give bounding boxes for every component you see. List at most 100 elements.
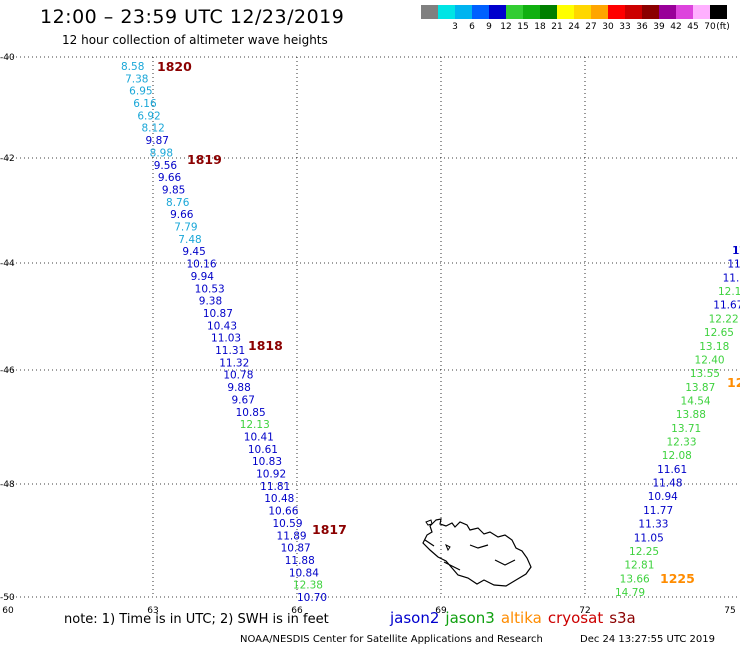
- wave-height-reading: 10.85: [236, 407, 266, 419]
- wave-height-reading: 9.38: [199, 296, 222, 308]
- wave-height-reading: 13.18: [699, 341, 729, 353]
- wave-height-reading: 9.94: [191, 271, 215, 283]
- lat-tick-label: -42: [0, 154, 15, 164]
- lon-tick-label: 69: [435, 606, 447, 616]
- lon-tick-label: 63: [147, 606, 158, 616]
- scale-swatch: [625, 5, 642, 19]
- wave-height-reading: 11.03: [211, 333, 241, 345]
- wave-height-reading: 11.61: [657, 464, 687, 476]
- wave-height-reading: 9.66: [170, 209, 194, 221]
- scale-label: 24: [568, 22, 580, 32]
- wave-height-reading: 10.87: [203, 308, 233, 320]
- legend-jason2: jason2: [390, 609, 440, 627]
- legend-altika: altika: [500, 609, 542, 627]
- island-small-fragment: [425, 519, 451, 552]
- altimeter-tracks: 8.587.386.956.166.928.129.878.989.569.66…: [121, 59, 740, 604]
- wave-height-reading: 10.94: [648, 491, 678, 503]
- wave-height-reading: 10.78: [223, 370, 253, 382]
- wave-height-reading: 9.85: [162, 184, 185, 196]
- wave-height-reading: 14.79: [615, 587, 645, 599]
- wave-height-reading: 10.84: [289, 567, 319, 579]
- wave-height-reading: 10.48: [264, 493, 294, 505]
- wave-height-reading: 6.16: [133, 98, 157, 110]
- wave-height-reading: 12.33: [666, 437, 696, 449]
- kerguelen-island-outline: [422, 518, 532, 587]
- wave-height-reading: 14.54: [681, 395, 711, 407]
- lat-tick-label: -50: [0, 593, 15, 603]
- lat-tick-label: -46: [0, 366, 15, 376]
- scale-label: 36: [636, 22, 648, 32]
- scale-swatch: [574, 5, 591, 19]
- wave-height-reading: 11.77: [643, 505, 673, 517]
- scale-swatch: [557, 5, 574, 19]
- scale-label: 6: [469, 22, 475, 32]
- scale-swatch: [608, 5, 625, 19]
- pass-time-label: 1818: [248, 338, 283, 353]
- scale-label: 21: [551, 22, 563, 32]
- wave-height-reading: 11.: [723, 272, 740, 284]
- wave-height-reading: 12.13: [240, 419, 270, 431]
- scale-swatch: [642, 5, 659, 19]
- wave-height-reading: 11.48: [652, 478, 682, 490]
- wave-height-reading: 8.12: [141, 123, 164, 135]
- wave-height-reading: 12.25: [629, 546, 659, 558]
- scale-label: 15: [517, 22, 529, 32]
- lon-tick-label: 66: [291, 606, 303, 616]
- lat-tick-label: -40: [0, 53, 15, 63]
- wave-height-reading: 10.59: [272, 518, 302, 530]
- scale-swatch: [455, 5, 472, 19]
- wave-height-reading: 12.22: [709, 313, 739, 325]
- pass-time-label: 1820: [157, 59, 192, 74]
- scale-swatch: [659, 5, 676, 19]
- scale-label: 3: [452, 22, 458, 32]
- wave-height-reading: 8.58: [121, 61, 144, 73]
- wave-height-reading: 12.81: [624, 560, 654, 572]
- wave-height-reading: 11.88: [285, 555, 315, 567]
- scale-label: 30: [602, 22, 614, 32]
- wave-height-reading-partial: 1: [733, 245, 740, 257]
- scale-label: 18: [534, 22, 546, 32]
- wave-height-reading: 6.95: [129, 86, 152, 98]
- lon-tick-label: 60: [2, 606, 14, 616]
- scale-swatch: [540, 5, 557, 19]
- wave-height-reading: 11.81: [260, 481, 290, 493]
- generated-timestamp: Dec 24 13:27:55 UTC 2019: [580, 634, 715, 645]
- wave-height-reading: 11.67: [713, 300, 740, 312]
- map-tick-labels: -40 -42 -44 -46 -48 -50 60 63 66 69 72 75: [0, 53, 736, 616]
- scale-label: 12: [500, 22, 512, 32]
- pass-time-label: 1819: [187, 152, 222, 167]
- wave-height-reading: 12.40: [695, 354, 725, 366]
- wave-height-reading: 11.33: [638, 519, 668, 531]
- wave-height-reading: 12.38: [293, 580, 323, 592]
- wave-height-reading: 10.16: [186, 259, 216, 271]
- satellite-legend: jason2 jason3 altika cryosat s3a: [390, 609, 642, 627]
- scale-label: 27: [585, 22, 597, 32]
- scale-swatch: [489, 5, 506, 19]
- legend-s3a: s3a: [609, 609, 636, 627]
- wave-height-reading: 10.70: [297, 592, 327, 604]
- wave-height-reading: 7.79: [174, 222, 197, 234]
- scale-label: 45: [687, 22, 699, 32]
- wave-height-reading: 11: [732, 245, 740, 257]
- wave-height-reading: 11.31: [215, 345, 245, 357]
- wave-height-reading: 6.92: [137, 110, 160, 122]
- scale-swatch: [676, 5, 693, 19]
- lon-tick-label: 72: [579, 606, 590, 616]
- wave-height-reading: 7.38: [125, 73, 148, 85]
- wave-height-reading: 10.41: [244, 431, 274, 443]
- scale-swatch: [472, 5, 489, 19]
- scale-swatch: [710, 5, 727, 19]
- wave-height-reading: 13.71: [671, 423, 701, 435]
- wave-height-reading: 7.48: [178, 234, 201, 246]
- footer-note: note: 1) Time is in UTC; 2) SWH is in fe…: [64, 612, 329, 627]
- page-subtitle: 12 hour collection of altimeter wave hei…: [62, 33, 328, 47]
- legend-cryosat: cryosat: [547, 609, 604, 627]
- wave-height-reading: 10.43: [207, 320, 237, 332]
- scale-swatch: [421, 5, 438, 19]
- lon-tick-label: 75: [724, 606, 735, 616]
- wave-height-reading: 13.66: [620, 573, 650, 585]
- wave-height-reading: 12.1: [718, 286, 740, 298]
- scale-label: 33: [619, 22, 631, 32]
- scale-swatch: [591, 5, 608, 19]
